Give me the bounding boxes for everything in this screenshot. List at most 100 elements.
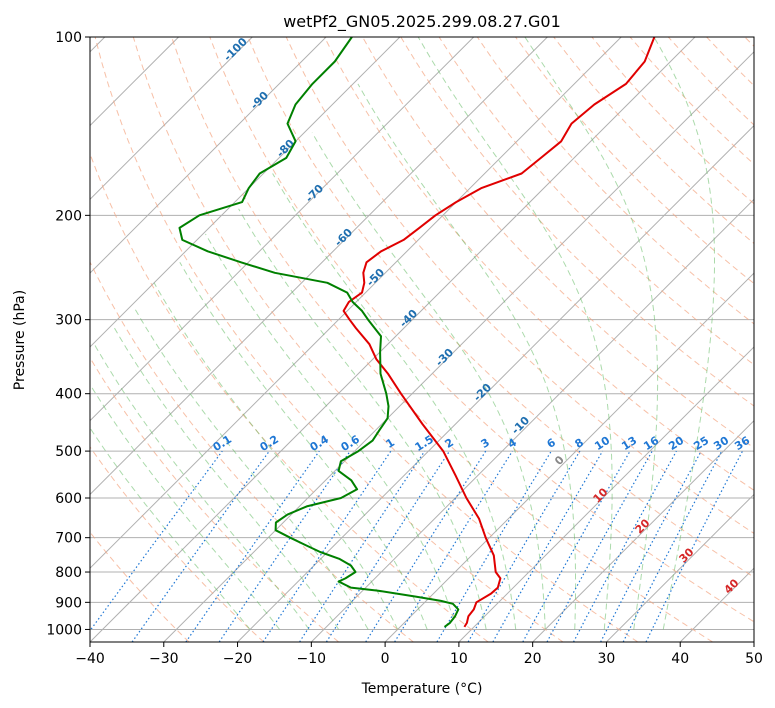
moist-adiabat-label: 40 xyxy=(722,576,742,596)
x-tick-label: −20 xyxy=(223,651,253,667)
mixing-ratio-line xyxy=(218,450,351,642)
mixing-ratio-line xyxy=(645,450,744,642)
y-tick-label: 400 xyxy=(55,387,82,403)
x-tick-label: 10 xyxy=(450,651,468,667)
mixing-ratio-label: 3 xyxy=(479,436,492,451)
x-tick-label: 50 xyxy=(745,651,763,667)
mixing-ratio-line xyxy=(522,450,631,642)
y-axis-label: Pressure (hPa) xyxy=(12,290,28,390)
mixing-ratio-line xyxy=(365,450,487,642)
moist-adiabat-line xyxy=(357,83,577,630)
moist-adiabat-label: 10 xyxy=(591,485,611,505)
y-tick-label: 700 xyxy=(55,531,82,547)
isotherm-line xyxy=(237,124,754,642)
dry-adiabat-line xyxy=(476,37,754,325)
mixing-ratio-label: 6 xyxy=(545,436,559,451)
dry-adiabat-line xyxy=(247,37,754,578)
x-tick-label: −10 xyxy=(297,651,327,667)
dry-adiabat-line xyxy=(706,37,754,87)
mixing-ratio-line xyxy=(185,450,320,642)
temperature-line xyxy=(342,37,656,628)
mixing-ratio-label: 4 xyxy=(506,436,520,451)
moist-adiabat-line xyxy=(93,343,310,630)
dry-adiabat-line xyxy=(438,37,754,366)
x-tick-label: 0 xyxy=(381,651,390,667)
mixing-ratio-label: 36 xyxy=(732,434,752,453)
dewpoint-line xyxy=(178,37,460,628)
isotherm-label: -20 xyxy=(471,381,494,404)
isotherm-line xyxy=(163,51,754,642)
isotherm-label: -90 xyxy=(248,89,271,112)
mixing-ratio-label: 13 xyxy=(619,434,639,453)
dry-adiabat-line xyxy=(323,37,754,491)
isotherm-line xyxy=(606,493,754,642)
isotherm-line xyxy=(532,419,754,642)
mixing-ratio-label: 20 xyxy=(666,434,686,453)
moist-adiabat-line xyxy=(153,282,399,630)
x-axis: −40 −30 −20 −10 0 10 20 30 40 50 xyxy=(75,642,763,667)
isotherm-line xyxy=(90,37,696,642)
profile-series xyxy=(178,37,656,628)
y-tick-label: 600 xyxy=(55,491,82,507)
isotherm-label: -80 xyxy=(274,137,297,160)
y-tick-label: 900 xyxy=(55,595,82,611)
y-axis: 1000 900 800 700 600 500 400 300 200 100 xyxy=(46,30,90,638)
y-tick-label: 200 xyxy=(55,208,82,224)
moist-adiabat-line xyxy=(90,383,280,630)
isotherm-label: -10 xyxy=(509,414,532,437)
x-tick-label: −30 xyxy=(149,651,179,667)
isotherm-line xyxy=(679,567,754,642)
moist-adiabat-line xyxy=(524,37,659,630)
dry-adiabat-line xyxy=(553,37,754,245)
mixing-ratio-line xyxy=(262,450,392,642)
isotherm-line xyxy=(384,272,754,642)
chart-title: wetPf2_GN05.2025.299.08.27.G01 xyxy=(283,12,561,32)
y-tick-label: 100 xyxy=(55,30,82,46)
moist-adiabat-line xyxy=(653,37,715,630)
dry-adiabat-line xyxy=(90,446,265,642)
isotherm-line xyxy=(90,37,475,422)
x-tick-label: −40 xyxy=(75,651,105,667)
isotherm-line xyxy=(90,37,622,569)
moist-adiabat-line xyxy=(205,233,458,630)
moist-adiabat-line xyxy=(311,132,546,630)
moist-adiabat-label: 30 xyxy=(677,545,697,565)
isotherm-label: -100 xyxy=(221,35,250,64)
dry-adiabat-line xyxy=(285,37,754,535)
isotherm-label: -70 xyxy=(303,182,326,205)
y-tick-label: 800 xyxy=(55,565,82,581)
plot-frame xyxy=(89,36,755,643)
moist-adiabat-label: 20 xyxy=(633,516,653,536)
y-tick-label: 300 xyxy=(55,313,82,329)
dry-adiabat-line xyxy=(90,260,414,642)
dry-adiabat-line xyxy=(171,37,713,642)
moist-adiabat-label: 0 xyxy=(552,453,567,468)
moist-adiabat-line xyxy=(179,262,428,630)
isotherm-line xyxy=(90,37,401,348)
dry-adiabat-line xyxy=(90,531,190,642)
dry-adiabat-line xyxy=(744,37,754,47)
dry-adiabat-line xyxy=(629,37,754,165)
dry-adiabat-line xyxy=(90,356,339,642)
isotherm-label: -30 xyxy=(433,346,456,369)
isotherm-line xyxy=(458,346,754,642)
x-tick-label: 30 xyxy=(598,651,616,667)
x-axis-label: Temperature (°C) xyxy=(361,681,483,697)
mixing-ratio-label: 16 xyxy=(641,434,661,453)
dry-adiabat-line xyxy=(515,37,754,285)
mixing-ratio-label: 1 xyxy=(384,436,397,451)
isotherm-label: -50 xyxy=(364,266,387,289)
background-lines xyxy=(90,37,754,642)
dry-adiabat-line xyxy=(94,37,564,642)
x-tick-label: 20 xyxy=(524,651,542,667)
moist-adiabat-line xyxy=(417,37,613,630)
moist-adiabat-line xyxy=(272,173,517,630)
y-tick-label: 1000 xyxy=(46,622,82,638)
y-tick-label: 500 xyxy=(55,444,82,460)
mixing-ratio-line xyxy=(90,450,223,632)
mixing-ratio-label: 10 xyxy=(592,434,612,453)
mixing-ratio-label: 25 xyxy=(691,434,711,453)
moist-adiabat-line xyxy=(238,208,487,630)
dry-adiabat-line xyxy=(132,37,639,642)
